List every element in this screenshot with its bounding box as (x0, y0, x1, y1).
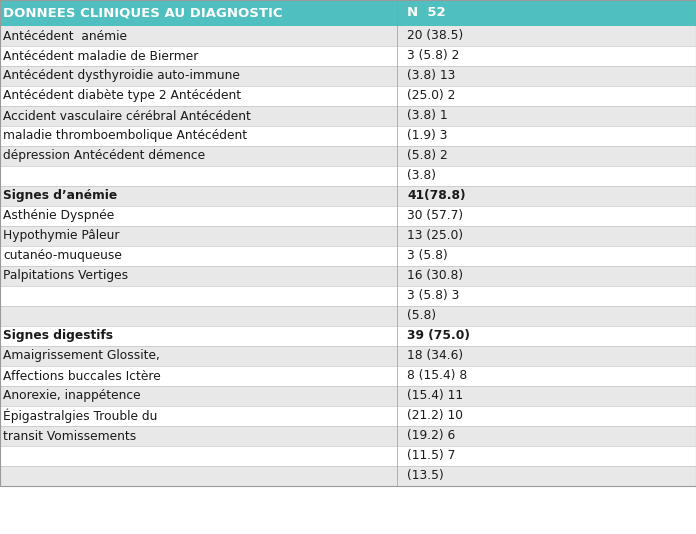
Text: Amaigrissement Glossite,: Amaigrissement Glossite, (3, 349, 160, 363)
Text: 39 (75.0): 39 (75.0) (407, 329, 470, 342)
Text: (15.4) 11: (15.4) 11 (407, 389, 464, 403)
Bar (0, 266, 696, 286)
Bar (0, 406, 696, 426)
Bar (0, 366, 696, 386)
Text: Palpitations Vertiges: Palpitations Vertiges (3, 270, 129, 282)
Bar (0, 186, 696, 206)
Text: 30 (57.7): 30 (57.7) (407, 209, 464, 223)
Text: maladie thromboembolique Antécédent: maladie thromboembolique Antécédent (3, 130, 248, 143)
Text: Hypothymie Pâleur: Hypothymie Pâleur (3, 230, 120, 242)
Text: (5.8): (5.8) (407, 310, 436, 323)
Bar (0, 206, 696, 226)
Text: transit Vomissements: transit Vomissements (3, 429, 136, 443)
Text: 3 (5.8) 2: 3 (5.8) 2 (407, 50, 459, 62)
Text: Antécédent maladie de Biermer: Antécédent maladie de Biermer (3, 50, 199, 62)
Text: N  52: N 52 (407, 6, 445, 20)
Text: Accident vasculaire cérébral Antécédent: Accident vasculaire cérébral Antécédent (3, 109, 251, 122)
Text: 3 (5.8) 3: 3 (5.8) 3 (407, 289, 459, 302)
Bar (0, 386, 696, 406)
Text: DONNEES CLINIQUES AU DIAGNOSTIC: DONNEES CLINIQUES AU DIAGNOSTIC (3, 6, 283, 20)
Bar (0, 346, 696, 366)
Bar (0, 466, 696, 486)
Bar (0, 286, 696, 306)
Bar (0, 66, 696, 86)
Text: (1.9) 3: (1.9) 3 (407, 130, 448, 143)
Bar (0, 306, 696, 326)
Bar (0, 106, 696, 126)
Text: 13 (25.0): 13 (25.0) (407, 230, 464, 242)
Text: Antécédent  anémie: Antécédent anémie (3, 29, 127, 43)
Bar (0, 246, 696, 266)
Text: (11.5) 7: (11.5) 7 (407, 450, 456, 462)
Text: (21.2) 10: (21.2) 10 (407, 410, 463, 422)
Text: dépression Antécédent démence: dépression Antécédent démence (3, 150, 205, 162)
Bar (0, 226, 696, 246)
Bar (0, 0, 696, 26)
Bar (0, 26, 696, 46)
Text: (3.8): (3.8) (407, 169, 436, 183)
Text: Signes digestifs: Signes digestifs (3, 329, 113, 342)
Text: cutanéo-muqueuse: cutanéo-muqueuse (3, 249, 122, 263)
Bar (0, 326, 696, 346)
Bar (0, 446, 696, 466)
Text: (19.2) 6: (19.2) 6 (407, 429, 455, 443)
Text: Antécédent dysthyroidie auto-immune: Antécédent dysthyroidie auto-immune (3, 69, 240, 82)
Text: (13.5): (13.5) (407, 469, 444, 483)
Text: 8 (15.4) 8: 8 (15.4) 8 (407, 370, 468, 382)
Bar (0, 426, 696, 446)
Text: 20 (38.5): 20 (38.5) (407, 29, 464, 43)
Text: Asthénie Dyspnée: Asthénie Dyspnée (3, 209, 115, 223)
Text: (3.8) 1: (3.8) 1 (407, 109, 448, 122)
Text: Épigastralgies Trouble du: Épigastralgies Trouble du (3, 409, 158, 423)
Bar (0, 46, 696, 66)
Bar (0, 146, 696, 166)
Text: Affections buccales Ictère: Affections buccales Ictère (3, 370, 161, 382)
Bar (0, 126, 696, 146)
Bar (0, 166, 696, 186)
Bar (0, 86, 696, 106)
Text: (5.8) 2: (5.8) 2 (407, 150, 448, 162)
Text: Antécédent diabète type 2 Antécédent: Antécédent diabète type 2 Antécédent (3, 90, 242, 103)
Text: Signes d’anémie: Signes d’anémie (3, 190, 118, 202)
Text: (25.0) 2: (25.0) 2 (407, 90, 456, 103)
Text: Anorexie, inappétence: Anorexie, inappétence (3, 389, 141, 403)
Text: 3 (5.8): 3 (5.8) (407, 249, 448, 263)
Text: 41(78.8): 41(78.8) (407, 190, 466, 202)
Text: 18 (34.6): 18 (34.6) (407, 349, 464, 363)
Text: 16 (30.8): 16 (30.8) (407, 270, 464, 282)
Text: (3.8) 13: (3.8) 13 (407, 69, 456, 82)
